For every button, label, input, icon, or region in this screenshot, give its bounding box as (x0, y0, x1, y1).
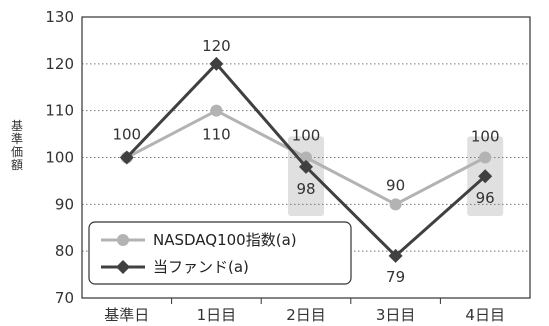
legend-box (88, 221, 352, 285)
y-axis-label-char: 額 (11, 158, 23, 172)
data-point (119, 150, 134, 165)
series-lines (119, 56, 493, 263)
data-point (299, 159, 313, 174)
plot-border (81, 16, 531, 299)
data-point (389, 198, 402, 211)
legend-marker (116, 260, 130, 274)
x-tick-label: 基準日 (104, 306, 149, 324)
legend-label: NASDAQ100指数(a) (153, 231, 297, 249)
data-point (300, 151, 312, 164)
x-tick-label: 1日目 (197, 306, 237, 324)
y-tick-label: 90 (55, 195, 74, 213)
legend-label: 当ファンド(a) (153, 258, 249, 276)
plot-frame (81, 16, 531, 304)
y-axis-label-char: 基 (11, 119, 23, 133)
x-tick-labels: 基準日 1日目 2日目 3日目 4日目 (104, 306, 505, 324)
data-label: 98 (296, 180, 315, 198)
y-tick-label: 120 (45, 55, 74, 73)
y-axis-label-char: 価 (11, 145, 23, 159)
y-tick-label: 130 (45, 8, 74, 26)
data-point (479, 151, 492, 164)
y-tick-label: 80 (55, 242, 74, 260)
data-label: 90 (386, 176, 405, 194)
data-label: 120 (202, 37, 231, 55)
data-label: 96 (476, 189, 495, 207)
data-point (478, 169, 493, 184)
data-label: 100 (471, 128, 500, 146)
y-axis-label-char: 準 (11, 131, 23, 146)
y-tick-labels: 70 80 90 100 110 120 130 (45, 8, 74, 307)
data-labels: 110 100 90 100 100 120 98 79 96 (112, 37, 499, 286)
data-label: 100 (112, 126, 141, 144)
y-tick-label: 70 (55, 289, 74, 307)
legend-marker (117, 234, 129, 246)
data-label: 100 (292, 127, 321, 145)
x-tick-label: 4日目 (465, 306, 505, 324)
x-tick-label: 2日目 (286, 306, 326, 324)
legend: NASDAQ100指数(a) 当ファンド(a) (88, 221, 352, 285)
data-point (209, 56, 224, 71)
data-point (210, 104, 223, 117)
data-label: 79 (386, 268, 405, 286)
data-label: 110 (202, 126, 231, 144)
data-point (388, 248, 403, 263)
x-tick-label: 3日目 (376, 306, 416, 324)
y-tick-label: 100 (45, 149, 74, 167)
y-tick-label: 110 (45, 102, 74, 120)
